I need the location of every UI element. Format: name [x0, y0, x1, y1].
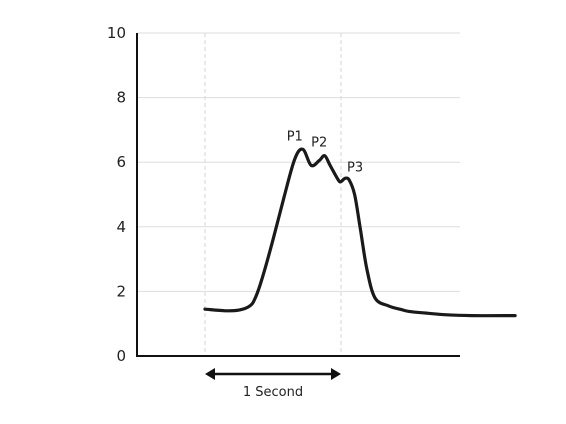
peak-label-p3: P3: [347, 160, 363, 175]
horizontal-gridlines: [137, 32, 460, 292]
y-tick-label: 0: [116, 347, 126, 365]
time-span-annotation: 1 Second: [205, 368, 341, 400]
y-tick-label: 6: [116, 153, 126, 171]
peak-labels: P1 P2 P3: [287, 129, 363, 175]
y-tick-label: 8: [116, 89, 126, 107]
span-arrow-left-head: [205, 368, 215, 380]
y-axis-tick-labels: 0 2 4 6 8 10: [107, 24, 126, 365]
waveform-line: [203, 147, 517, 318]
y-tick-label: 2: [116, 282, 126, 300]
peak-label-p2: P2: [311, 136, 327, 151]
y-tick-label: 4: [116, 218, 126, 236]
span-arrow-right-head: [331, 368, 341, 380]
peak-label-p1: P1: [287, 129, 303, 144]
y-tick-label: 10: [107, 24, 126, 42]
span-label: 1 Second: [243, 385, 303, 400]
